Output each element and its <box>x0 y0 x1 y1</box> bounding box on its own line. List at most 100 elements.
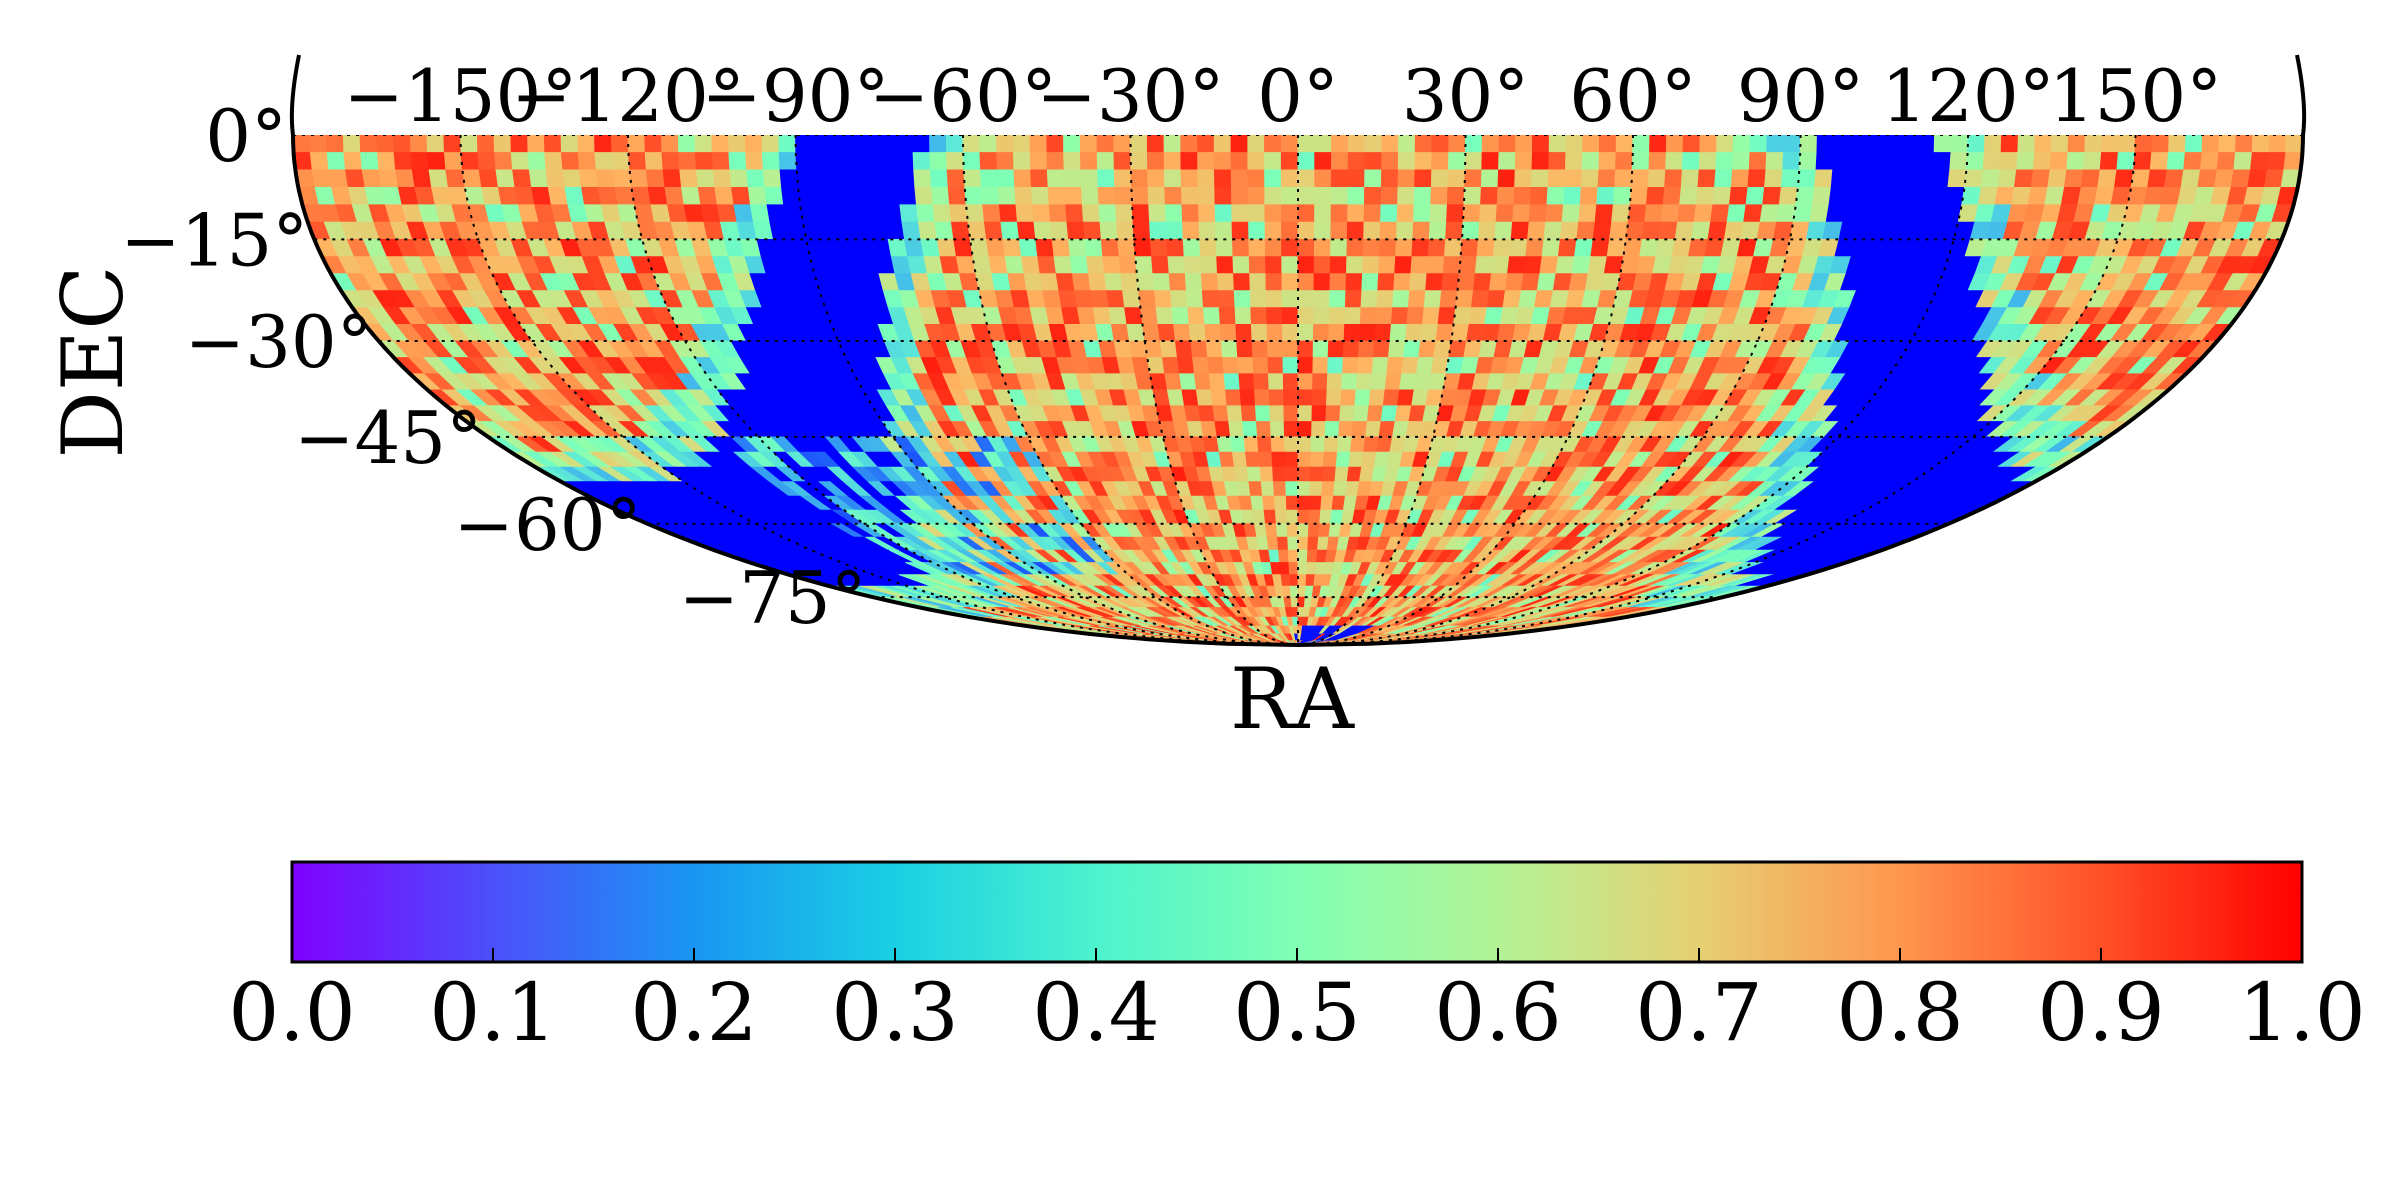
heatmap-cell <box>1118 256 1138 275</box>
heatmap-cell <box>1691 221 1712 240</box>
heatmap-cell <box>1409 273 1428 292</box>
heatmap-cell <box>1932 152 1952 171</box>
heatmap-cell <box>1171 307 1190 325</box>
heatmap-cell <box>1413 186 1432 206</box>
heatmap-cell <box>1198 221 1217 240</box>
heatmap-cell <box>2233 152 2253 171</box>
heatmap-cell <box>577 152 597 171</box>
heatmap-cell <box>378 169 399 188</box>
heatmap-cell <box>2180 169 2201 188</box>
heatmap-cell <box>1281 307 1299 325</box>
heatmap-cell <box>1371 357 1389 375</box>
heatmap-cell <box>1216 256 1234 275</box>
heatmap-cell <box>1233 273 1251 292</box>
heatmap-cell <box>460 152 480 171</box>
heatmap-cell <box>1258 451 1274 468</box>
heatmap-cell <box>1726 204 1747 223</box>
dec-tick-label: −75° <box>679 556 867 640</box>
heatmap-cell <box>1564 152 1584 171</box>
heatmap-cell <box>1581 152 1600 171</box>
heatmap-cell <box>1297 186 1316 206</box>
heatmap-cell <box>2216 152 2236 171</box>
heatmap-cell <box>1370 373 1388 391</box>
heatmap-cell <box>360 152 380 171</box>
heatmap-cell <box>1182 221 1201 240</box>
heatmap-cell <box>816 204 837 223</box>
heatmap-cell <box>1283 389 1299 407</box>
heatmap-cell <box>1627 204 1647 223</box>
heatmap-cell <box>1249 290 1267 309</box>
heatmap-cell <box>1464 169 1483 188</box>
heatmap-cell <box>1197 186 1216 206</box>
heatmap-cell <box>1265 290 1283 309</box>
heatmap-cell <box>1347 186 1366 206</box>
heatmap-cell <box>2133 152 2153 171</box>
heatmap-cell <box>1347 204 1365 223</box>
heatmap-cell <box>2247 169 2268 188</box>
heatmap-cell <box>1318 523 1331 538</box>
heatmap-cell <box>1297 238 1315 258</box>
heatmap-cell <box>1406 307 1425 325</box>
colorbar-tick-label: 0.4 <box>1032 966 1159 1059</box>
heatmap-cell <box>899 204 919 223</box>
heatmap-cell <box>761 152 781 171</box>
heatmap-cell <box>597 186 619 206</box>
heatmap-cell <box>1630 169 1650 188</box>
heatmap-cell <box>1356 357 1374 375</box>
heatmap-cell <box>2230 169 2251 188</box>
colorbar-tick-label: 0.5 <box>1233 966 1360 1059</box>
heatmap-cell <box>1359 307 1378 325</box>
heatmap-cell <box>955 256 977 275</box>
heatmap-cell <box>1280 574 1291 587</box>
heatmap-cell <box>1021 256 1041 275</box>
heatmap-cell <box>1458 256 1478 275</box>
heatmap-cell <box>814 186 834 206</box>
heatmap-cell <box>1340 389 1357 407</box>
heatmap-cell <box>1016 221 1037 240</box>
heatmap-cell <box>679 169 699 188</box>
heatmap-cell <box>1035 238 1055 258</box>
heatmap-cell <box>1238 495 1254 511</box>
heatmap-cell <box>1832 152 1851 171</box>
heatmap-cell <box>1555 256 1575 275</box>
heatmap-cell <box>996 152 1015 171</box>
heatmap-cell <box>1144 340 1163 358</box>
heatmap-cell <box>1071 273 1092 292</box>
heatmap-cell <box>1329 273 1347 292</box>
heatmap-cell <box>1664 169 1683 188</box>
heatmap-cell <box>1999 152 2019 171</box>
heatmap-cell <box>1297 256 1315 275</box>
heatmap-cell <box>1311 405 1327 422</box>
heatmap-cell <box>982 204 1002 223</box>
heatmap-cell <box>1665 152 1684 171</box>
heatmap-cell <box>1312 323 1330 342</box>
heatmap-cell <box>1297 221 1315 240</box>
heatmap-cell <box>936 238 957 258</box>
heatmap-cell <box>1002 238 1022 258</box>
heatmap-cell <box>1495 204 1515 223</box>
heatmap-cell <box>1015 204 1035 223</box>
heatmap-cell <box>1596 186 1616 206</box>
heatmap-cell <box>527 152 547 171</box>
heatmap-cell <box>929 152 948 171</box>
heatmap-cell <box>326 152 346 171</box>
heatmap-cell <box>1297 436 1312 453</box>
heatmap-cell <box>863 169 882 188</box>
heatmap-cell <box>950 221 971 240</box>
heatmap-cell <box>495 169 516 188</box>
heatmap-cell <box>1312 373 1329 391</box>
heatmap-cell <box>1182 238 1201 258</box>
heatmap-cell <box>846 169 866 188</box>
heatmap-cell <box>1267 373 1284 391</box>
heatmap-cell <box>1597 169 1616 188</box>
heatmap-cell <box>1097 186 1116 206</box>
heatmap-cell <box>1944 186 1965 206</box>
heatmap-cell <box>1778 186 1799 206</box>
heatmap-cell <box>1014 186 1033 206</box>
heatmap-cell <box>1297 495 1311 511</box>
heatmap-cell <box>1264 238 1283 258</box>
heatmap-cell <box>1281 221 1299 240</box>
heatmap-cell <box>949 204 969 223</box>
heatmap-cell <box>845 152 864 171</box>
heatmap-cell <box>1421 307 1441 325</box>
